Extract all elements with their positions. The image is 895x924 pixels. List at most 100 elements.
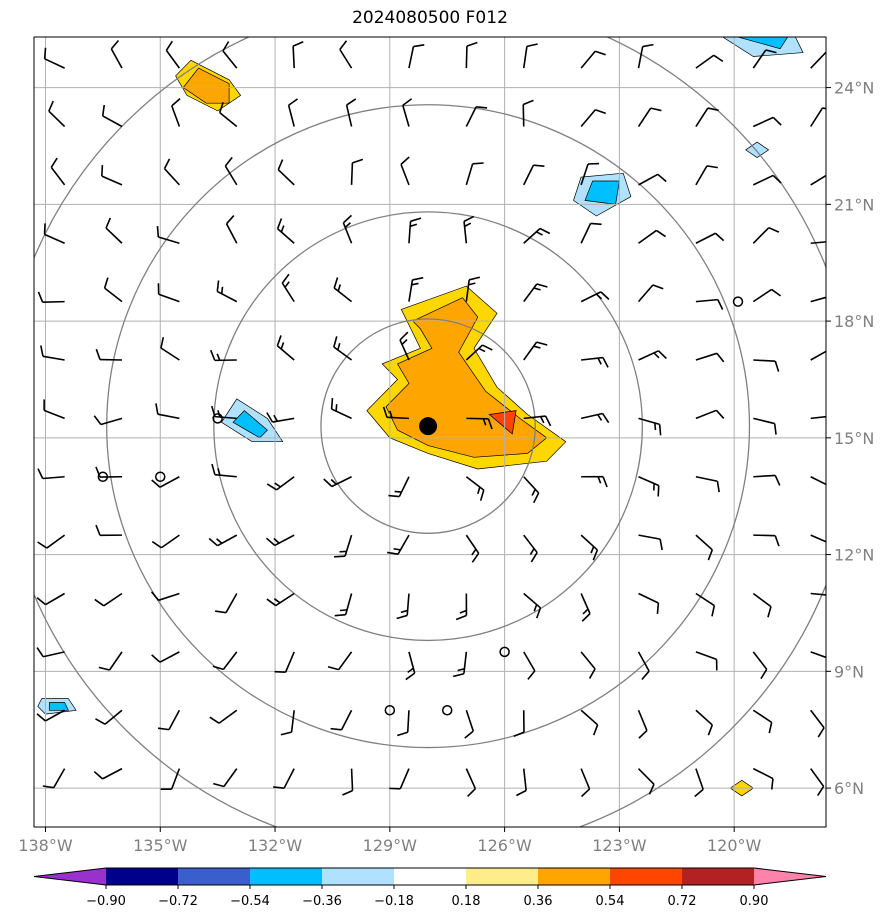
wind-barb bbox=[810, 534, 826, 543]
wind-barb bbox=[465, 276, 481, 302]
wind-barb bbox=[209, 709, 238, 724]
range-rings bbox=[34, 37, 826, 827]
wind-barb bbox=[95, 466, 123, 478]
longitude-tick-label: 129°W bbox=[363, 836, 418, 855]
wind-barb bbox=[327, 651, 353, 671]
wind-barb bbox=[522, 43, 538, 69]
wind-barb bbox=[810, 709, 825, 738]
wind-barb bbox=[333, 277, 353, 303]
wind-barb bbox=[637, 107, 662, 127]
wind-barb bbox=[695, 651, 718, 671]
wind-barb bbox=[695, 592, 716, 617]
colorbar-segment bbox=[178, 868, 250, 885]
wind-barb bbox=[752, 116, 782, 128]
wind-barb bbox=[810, 768, 825, 797]
wind-barb bbox=[36, 709, 65, 722]
wind-barbs bbox=[36, 39, 826, 798]
wind-barb bbox=[637, 651, 650, 681]
wind-barb bbox=[810, 592, 826, 596]
wind-barb bbox=[752, 49, 777, 69]
wind-barb bbox=[580, 108, 606, 128]
wind-barb bbox=[105, 217, 123, 244]
anomaly-region-14 bbox=[48, 702, 69, 711]
wind-barb bbox=[95, 524, 123, 537]
wind-barb bbox=[281, 273, 295, 303]
colorbar-segment bbox=[466, 868, 538, 885]
latitude-tick-label: 12°N bbox=[834, 546, 874, 565]
wind-barb bbox=[224, 156, 238, 186]
storm-center-marker bbox=[419, 417, 438, 436]
colorbar-tick-label: 0.36 bbox=[524, 894, 553, 909]
wind-barb bbox=[753, 417, 777, 435]
wind-barb bbox=[465, 768, 477, 798]
latitude-tick-label: 24°N bbox=[834, 79, 874, 98]
wind-barb bbox=[694, 768, 704, 798]
longitude-tick-label: 123°W bbox=[592, 836, 647, 855]
wind-barb bbox=[523, 592, 542, 619]
wind-barb bbox=[752, 651, 768, 680]
wind-barb bbox=[155, 403, 180, 420]
wind-barb bbox=[810, 350, 826, 361]
wind-barb bbox=[98, 651, 123, 671]
wind-barb bbox=[465, 344, 493, 361]
longitude-tick-label: 126°W bbox=[477, 836, 532, 855]
wind-barb bbox=[387, 534, 410, 555]
wind-barb bbox=[810, 415, 826, 420]
wind-barb bbox=[465, 41, 478, 69]
wind-barb bbox=[95, 709, 123, 725]
wind-barb bbox=[637, 709, 648, 739]
colorbar-tick-label: 0.54 bbox=[596, 894, 625, 909]
wind-barb bbox=[464, 709, 475, 739]
wind-barb bbox=[222, 41, 238, 69]
wind-barb bbox=[215, 593, 238, 614]
wind-barb bbox=[695, 709, 714, 736]
wind-barb bbox=[810, 51, 826, 69]
wind-barb bbox=[151, 534, 180, 549]
wind-barb bbox=[753, 474, 781, 486]
longitude-tick-label: 120°W bbox=[707, 836, 762, 855]
wind-barb bbox=[523, 164, 545, 186]
wind-barb bbox=[752, 288, 782, 303]
wind-barb bbox=[151, 651, 180, 663]
wind-barb bbox=[160, 768, 181, 791]
wind-barb bbox=[43, 223, 65, 244]
wind-barb bbox=[580, 593, 591, 622]
wind-barb bbox=[516, 768, 527, 797]
colorbar-tick-label: −0.54 bbox=[230, 894, 270, 909]
wind-barb bbox=[402, 98, 413, 127]
anomaly-fill-layer bbox=[37, 37, 804, 797]
wind-barb bbox=[752, 592, 772, 618]
wind-barb bbox=[523, 227, 551, 244]
wind-barb bbox=[165, 40, 181, 69]
wind-barb bbox=[752, 174, 782, 186]
wind-barb bbox=[276, 218, 295, 244]
wind-barb bbox=[399, 331, 410, 361]
latitude-tick-label: 6°N bbox=[834, 779, 864, 798]
calm-wind-circles bbox=[97, 296, 744, 716]
anomaly-region-2 bbox=[488, 410, 517, 435]
wind-barb bbox=[208, 534, 238, 547]
wind-barb bbox=[266, 476, 295, 491]
wind-barb bbox=[265, 534, 295, 547]
wind-barb bbox=[266, 592, 295, 607]
colorbar-segment bbox=[394, 868, 466, 885]
wind-barb bbox=[695, 409, 725, 420]
wind-barb bbox=[695, 352, 725, 363]
colorbar-tick-label: 0.18 bbox=[452, 894, 481, 909]
wind-barb bbox=[523, 651, 536, 680]
wind-barb bbox=[695, 298, 724, 310]
wind-barb bbox=[580, 50, 606, 69]
wind-barb bbox=[638, 229, 667, 244]
wind-barb bbox=[36, 592, 66, 606]
wind-barb bbox=[810, 107, 826, 127]
wind-barb bbox=[523, 341, 548, 361]
wind-barb bbox=[171, 98, 181, 127]
wind-barb bbox=[396, 593, 410, 620]
wind-barb bbox=[50, 157, 66, 186]
wind-barb bbox=[389, 768, 410, 790]
wind-barb bbox=[752, 709, 773, 734]
wind-barb bbox=[695, 232, 725, 244]
wind-barb bbox=[48, 100, 66, 128]
wind-barb bbox=[752, 226, 780, 244]
wind-barb bbox=[95, 348, 123, 361]
